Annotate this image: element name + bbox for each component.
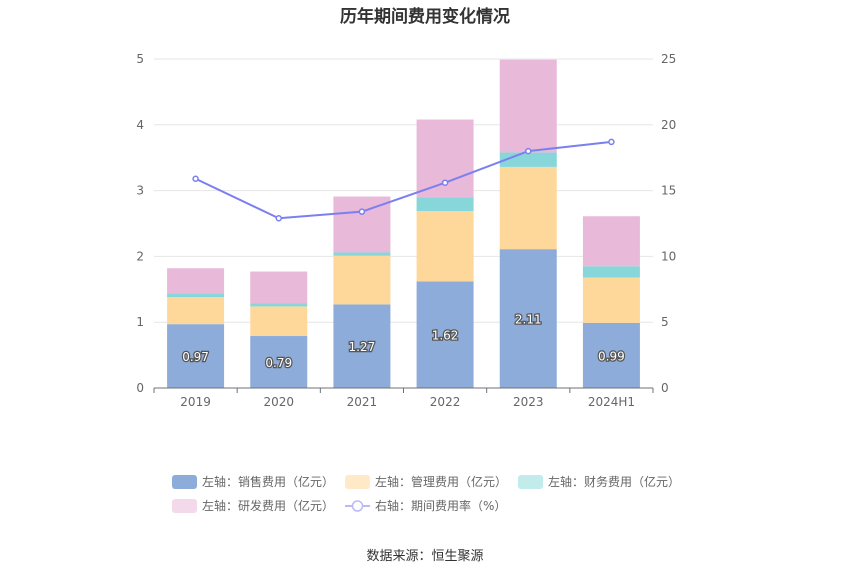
legend: 左轴：销售费用（亿元） 左轴：管理费用（亿元） 左轴：财务费用（亿元） 左轴：研发费用… [172,474,680,513]
data-label: 0.99 [598,349,625,363]
legend-swatch [172,499,197,513]
left-tick-label: 2 [136,249,144,263]
data-label: 0.79 [265,356,292,370]
data-label: 0.97 [182,350,209,364]
data-labels: 0.97 0.79 1.27 1.62 2.11 0.99 [181,311,626,371]
bar-segment [416,210,474,282]
bar-segment [582,277,640,323]
left-tick-label: 0 [136,381,144,395]
data-label: 2.11 [515,313,542,327]
legend-label: 右轴：期间费用率（%） [375,498,506,513]
bar-segment [167,268,225,294]
bar-segment [416,281,474,388]
bar-segment [499,166,557,250]
legend-label: 左轴：销售费用（亿元） [202,474,334,489]
bar-segment [416,197,474,211]
bar-segment [499,59,557,153]
left-tick-label: 5 [136,52,144,66]
x-tick-label: 2022 [430,395,461,409]
legend-label: 左轴：研发费用（亿元） [202,498,334,513]
bar-segment [167,324,225,388]
bar-segment [167,297,225,325]
left-tick-label: 1 [136,315,144,329]
line-series [192,138,615,222]
left-tick-label: 4 [136,118,144,132]
bar-series [167,59,640,388]
right-tick-label: 5 [661,315,669,329]
line-point [358,208,366,215]
bar-segment [250,336,308,388]
right-tick-label: 20 [661,118,676,132]
left-y-axis: 0 1 2 3 4 5 [136,52,144,395]
x-tick-label: 2024H1 [588,395,635,409]
bar-segment [250,303,308,307]
legend-label: 左轴：财务费用（亿元） [548,474,680,489]
x-tick-label: 2019 [180,395,211,409]
chart-title: 历年期间费用变化情况 [340,7,510,27]
x-tick-label: 2020 [263,395,294,409]
right-tick-label: 0 [661,381,669,395]
data-label: 1.62 [432,329,459,343]
left-tick-label: 3 [136,184,144,198]
legend-swatch [172,475,197,489]
grid-lines [154,58,653,323]
legend-swatch [345,475,370,489]
bar-segment [582,322,640,388]
x-tick-label: 2021 [347,395,378,409]
line-point [608,138,615,146]
bar-segment [333,252,391,256]
x-tick-label: 2023 [513,395,544,409]
bar-segment [250,271,308,304]
bar-segment [250,306,308,337]
right-tick-label: 15 [661,184,676,198]
bar-segment [333,304,391,388]
line-point [525,147,532,155]
bar-segment [167,293,225,298]
line-point [275,214,282,222]
series-line [195,140,612,220]
bar-segment [582,266,640,278]
right-tick-label: 25 [661,52,676,66]
legend-swatch [518,475,543,489]
right-tick-label: 10 [661,249,676,263]
line-point [192,175,199,183]
source-note: 数据来源：恒生聚源 [366,549,484,564]
bar-segment [582,216,640,267]
right-y-axis: 0 5 10 15 20 25 [661,52,676,395]
x-axis: 2019 2020 2021 2022 2023 2024H1 [153,387,654,409]
data-label: 1.27 [349,340,376,354]
line-point [441,179,449,186]
bar-segment [499,249,557,388]
bar-segment [333,255,391,305]
legend-label: 左轴：管理费用（亿元） [375,474,507,489]
legend-point-swatch [351,500,364,512]
